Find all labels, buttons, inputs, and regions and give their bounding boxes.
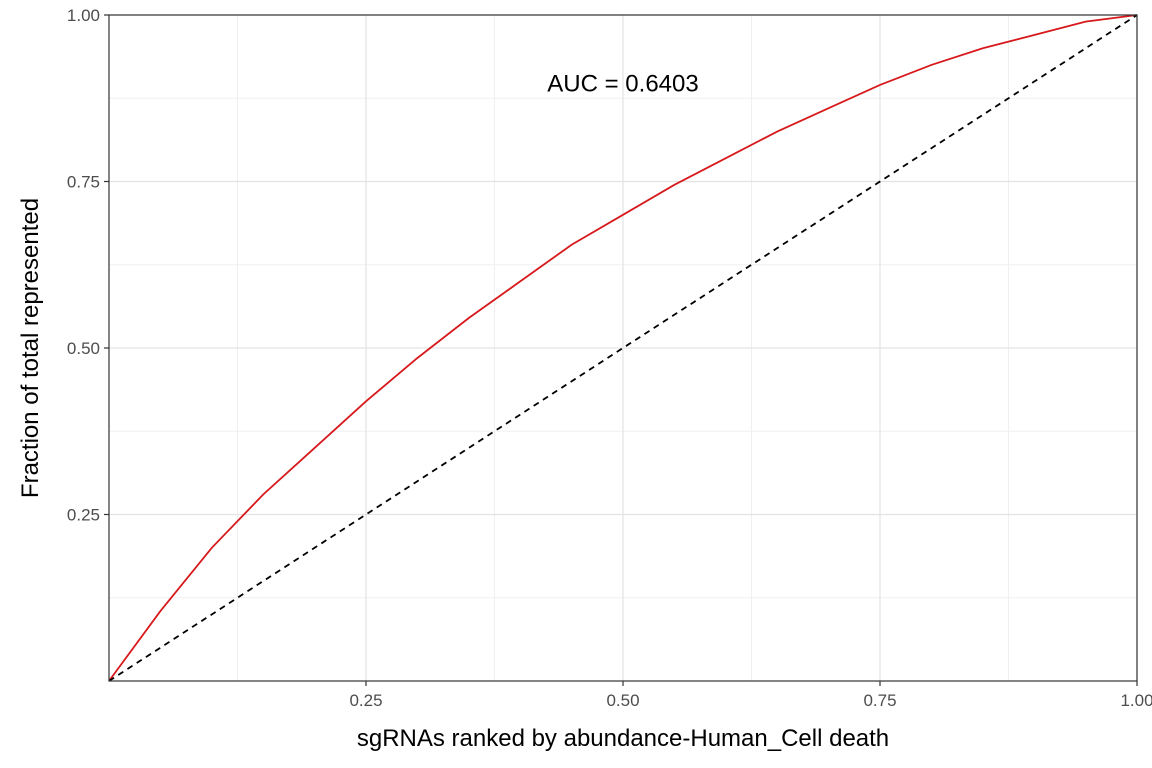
series-layer (108, 14, 1138, 682)
y-tick-label: 0.25 (67, 506, 100, 525)
axis-ticks: 0.25 0.50 0.75 1.00 0.25 0.50 0.75 1.00 (67, 6, 1152, 710)
x-axis-title: sgRNAs ranked by abundance-Human_Cell de… (357, 725, 889, 752)
x-tick-label: 0.50 (606, 691, 639, 710)
y-tick-label: 1.00 (67, 6, 100, 25)
x-tick-label: 0.75 (863, 691, 896, 710)
y-tick-label: 0.75 (67, 173, 100, 192)
x-tick-label: 1.00 (1120, 691, 1152, 710)
cumulative-curve-line (108, 14, 1138, 682)
y-axis-title: Fraction of total represented (17, 198, 44, 498)
auc-annotation: AUC = 0.6403 (547, 71, 698, 98)
x-tick-label: 0.25 (349, 691, 382, 710)
y-tick-label: 0.50 (67, 339, 100, 358)
